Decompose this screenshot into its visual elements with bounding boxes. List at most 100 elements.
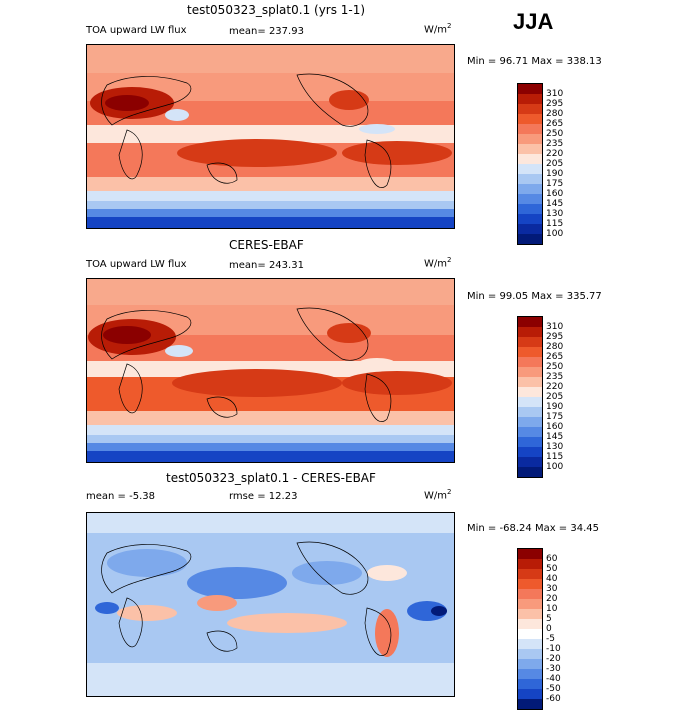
colorbar-swatch [518, 559, 542, 569]
panel-3-colorbar-labels: 60 50 40 30 20 10 5 0 -5 -10 -20 -30 -40 -50 -60 [546, 554, 561, 704]
colorbar-tick-label: 10 [546, 604, 558, 614]
colorbar-swatch [518, 104, 542, 114]
colorbar-tick-label: 40 [546, 574, 558, 584]
panel-1-units-exp: 2 [447, 22, 452, 30]
panel-3-map-svg [87, 513, 454, 696]
panel-3-min-value: -68.24 [499, 523, 532, 534]
colorbar-swatch [518, 134, 542, 144]
panel-1-title: test050323_splat0.1 (yrs 1-1) [187, 3, 366, 17]
panel-1-mean: mean= 237.93 [229, 26, 304, 37]
colorbar-tick-label: 205 [546, 392, 564, 402]
colorbar-swatch [518, 214, 542, 224]
colorbar-tick-label: 235 [546, 372, 564, 382]
panel-3-rmse: rmse = 12.23 [229, 491, 297, 502]
panel-2-mean-value: 243.31 [268, 260, 304, 271]
panel-2-title: CERES-EBAF [229, 238, 304, 252]
panel-2-colorbar-labels: 310 295 280 265 250 235 220 205 190 175 160 145 130 1… [546, 322, 563, 472]
colorbar-tick-label: 205 [546, 159, 564, 169]
panel-2-units: W/m2 [424, 256, 451, 269]
colorbar-swatch [518, 357, 542, 367]
colorbar-swatch [518, 629, 542, 639]
colorbar-tick-label: 115 [546, 219, 564, 229]
panel-1-colorbar-labels: 310 295 280 265 250 235 220 205 190 175 160 145 130 1… [546, 89, 563, 239]
colorbar-tick-label: 190 [546, 402, 564, 412]
panel-1-units: W/m2 [424, 22, 451, 35]
colorbar-swatch [518, 579, 542, 589]
colorbar-tick-label: 20 [546, 594, 558, 604]
panel-2-units-exp: 2 [447, 256, 452, 264]
panel-3-units-exp: 2 [447, 488, 452, 496]
panel-3-min-label: Min = [467, 523, 497, 534]
panel-3-min-max: Min = -68.24 Max = 34.45 [467, 523, 599, 534]
colorbar-swatch [518, 194, 542, 204]
colorbar-swatch [518, 679, 542, 689]
colorbar-swatch [518, 347, 542, 357]
colorbar-swatch [518, 367, 542, 377]
panel-2-mean-label: mean= [229, 260, 266, 271]
colorbar-swatch [518, 94, 542, 104]
colorbar-swatch [518, 317, 542, 327]
colorbar-tick-label: 60 [546, 554, 558, 564]
panel-1-min-label: Min = [467, 56, 497, 67]
panel-3-title: test050323_splat0.1 - CERES-EBAF [166, 471, 376, 485]
colorbar-swatch [518, 204, 542, 214]
panel-3-colorbar [517, 548, 543, 710]
colorbar-tick-label: 50 [546, 564, 558, 574]
panel-3-units-base: W/m [424, 490, 447, 502]
colorbar-swatch [518, 589, 542, 599]
colorbar-tick-label: -40 [546, 674, 561, 684]
panel-1-map [86, 44, 455, 229]
colorbar-swatch [518, 669, 542, 679]
season-label: JJA [513, 9, 554, 34]
colorbar-tick-label: 145 [546, 432, 564, 442]
colorbar-tick-label: 250 [546, 362, 564, 372]
panel-1-mean-label: mean= [229, 26, 266, 37]
colorbar-swatch [518, 427, 542, 437]
colorbar-tick-label: 295 [546, 332, 564, 342]
panel-3-rmse-label: rmse = [229, 491, 266, 502]
colorbar-swatch [518, 447, 542, 457]
panel-3-map [86, 512, 455, 697]
colorbar-tick-label: 280 [546, 342, 564, 352]
colorbar-tick-label: 145 [546, 199, 564, 209]
panel-1-max-label: Max = [531, 56, 564, 67]
colorbar-swatch [518, 397, 542, 407]
colorbar-swatch [518, 639, 542, 649]
colorbar-swatch [518, 649, 542, 659]
panel-2-map [86, 278, 455, 463]
colorbar-tick-label: 175 [546, 179, 564, 189]
colorbar-tick-label: 130 [546, 209, 564, 219]
panel-1-units-base: W/m [424, 24, 447, 36]
panel-3-rmse-value: 12.23 [268, 491, 298, 502]
colorbar-swatch [518, 609, 542, 619]
colorbar-tick-label: 175 [546, 412, 564, 422]
colorbar-tick-label: -30 [546, 664, 561, 674]
panel-1-map-svg [87, 45, 454, 228]
colorbar-tick-label: -5 [546, 634, 555, 644]
colorbar-tick-label: 100 [546, 462, 564, 472]
colorbar-tick-label: -10 [546, 644, 561, 654]
colorbar-tick-label: 250 [546, 129, 564, 139]
panel-3-mean-label: mean = [86, 491, 126, 502]
colorbar-swatch [518, 234, 542, 244]
panel-2-map-svg [87, 279, 454, 462]
colorbar-swatch [518, 144, 542, 154]
colorbar-tick-label: 0 [546, 624, 552, 634]
colorbar-swatch [518, 689, 542, 699]
colorbar-swatch [518, 599, 542, 609]
panel-2-max-value: 335.77 [566, 291, 602, 302]
colorbar-swatch [518, 124, 542, 134]
colorbar-tick-label: 220 [546, 149, 564, 159]
colorbar-tick-label: 265 [546, 352, 564, 362]
panel-2-min-value: 99.05 [499, 291, 529, 302]
colorbar-swatch [518, 699, 542, 709]
colorbar-swatch [518, 549, 542, 559]
panel-3-max-value: 34.45 [570, 523, 599, 534]
colorbar-tick-label: -20 [546, 654, 561, 664]
colorbar-swatch [518, 164, 542, 174]
panel-1-colorbar [517, 83, 543, 245]
colorbar-tick-label: -60 [546, 694, 561, 704]
colorbar-tick-label: 130 [546, 442, 564, 452]
colorbar-swatch [518, 174, 542, 184]
colorbar-tick-label: 310 [546, 322, 564, 332]
